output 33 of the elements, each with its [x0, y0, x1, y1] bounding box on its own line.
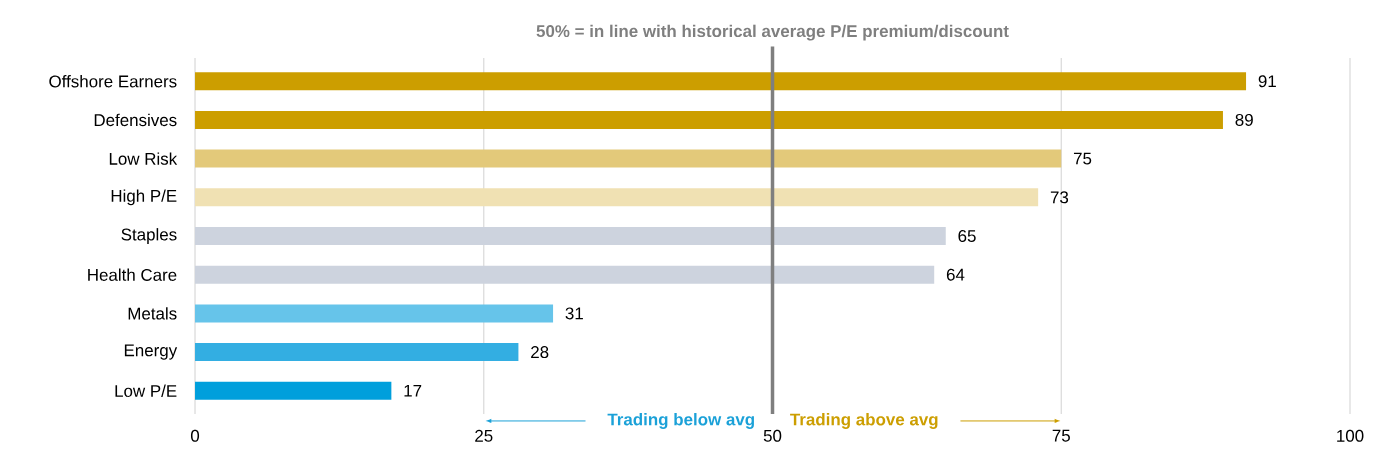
- data-label: 75: [1073, 152, 1092, 165]
- y-tick-label: Low Risk: [109, 152, 178, 165]
- bar: [195, 149, 1062, 168]
- data-label: 65: [958, 229, 976, 242]
- bar: [195, 343, 519, 362]
- x-tick-label: 25: [475, 429, 493, 442]
- data-label: 73: [1050, 191, 1069, 204]
- bar: [195, 110, 1223, 129]
- y-tick-label: Defensives: [94, 113, 177, 127]
- bar: [195, 72, 1247, 91]
- y-tick-label: Energy: [124, 344, 178, 360]
- data-label: 91: [1258, 75, 1276, 88]
- y-tick-label: Staples: [121, 228, 177, 244]
- x-tick-label: 0: [190, 429, 200, 442]
- data-label: 64: [946, 268, 965, 281]
- bar: [195, 304, 554, 323]
- annotation: Trading below avg: [607, 413, 754, 429]
- data-label: 28: [531, 346, 549, 359]
- data-label: 31: [565, 307, 583, 320]
- annotation: Trading above avg: [790, 413, 938, 429]
- y-tick-label: Low P/E: [115, 384, 177, 397]
- bar: [195, 381, 392, 400]
- x-tick-label: 100: [1337, 429, 1364, 442]
- bar: [195, 188, 1039, 207]
- y-tick-label: Metals: [128, 307, 177, 320]
- y-tick-label: Health Care: [88, 268, 177, 281]
- data-label: 89: [1235, 113, 1253, 126]
- y-tick-label: High P/E: [111, 189, 177, 206]
- x-tick-label: 75: [1052, 429, 1070, 442]
- ref-line-label: 50% = in line with historical average P/E premium/discount: [536, 24, 1009, 41]
- data-label: 17: [404, 384, 422, 397]
- x-tick-label: 50: [763, 429, 782, 442]
- y-tick-label: Offshore Earners: [49, 75, 177, 88]
